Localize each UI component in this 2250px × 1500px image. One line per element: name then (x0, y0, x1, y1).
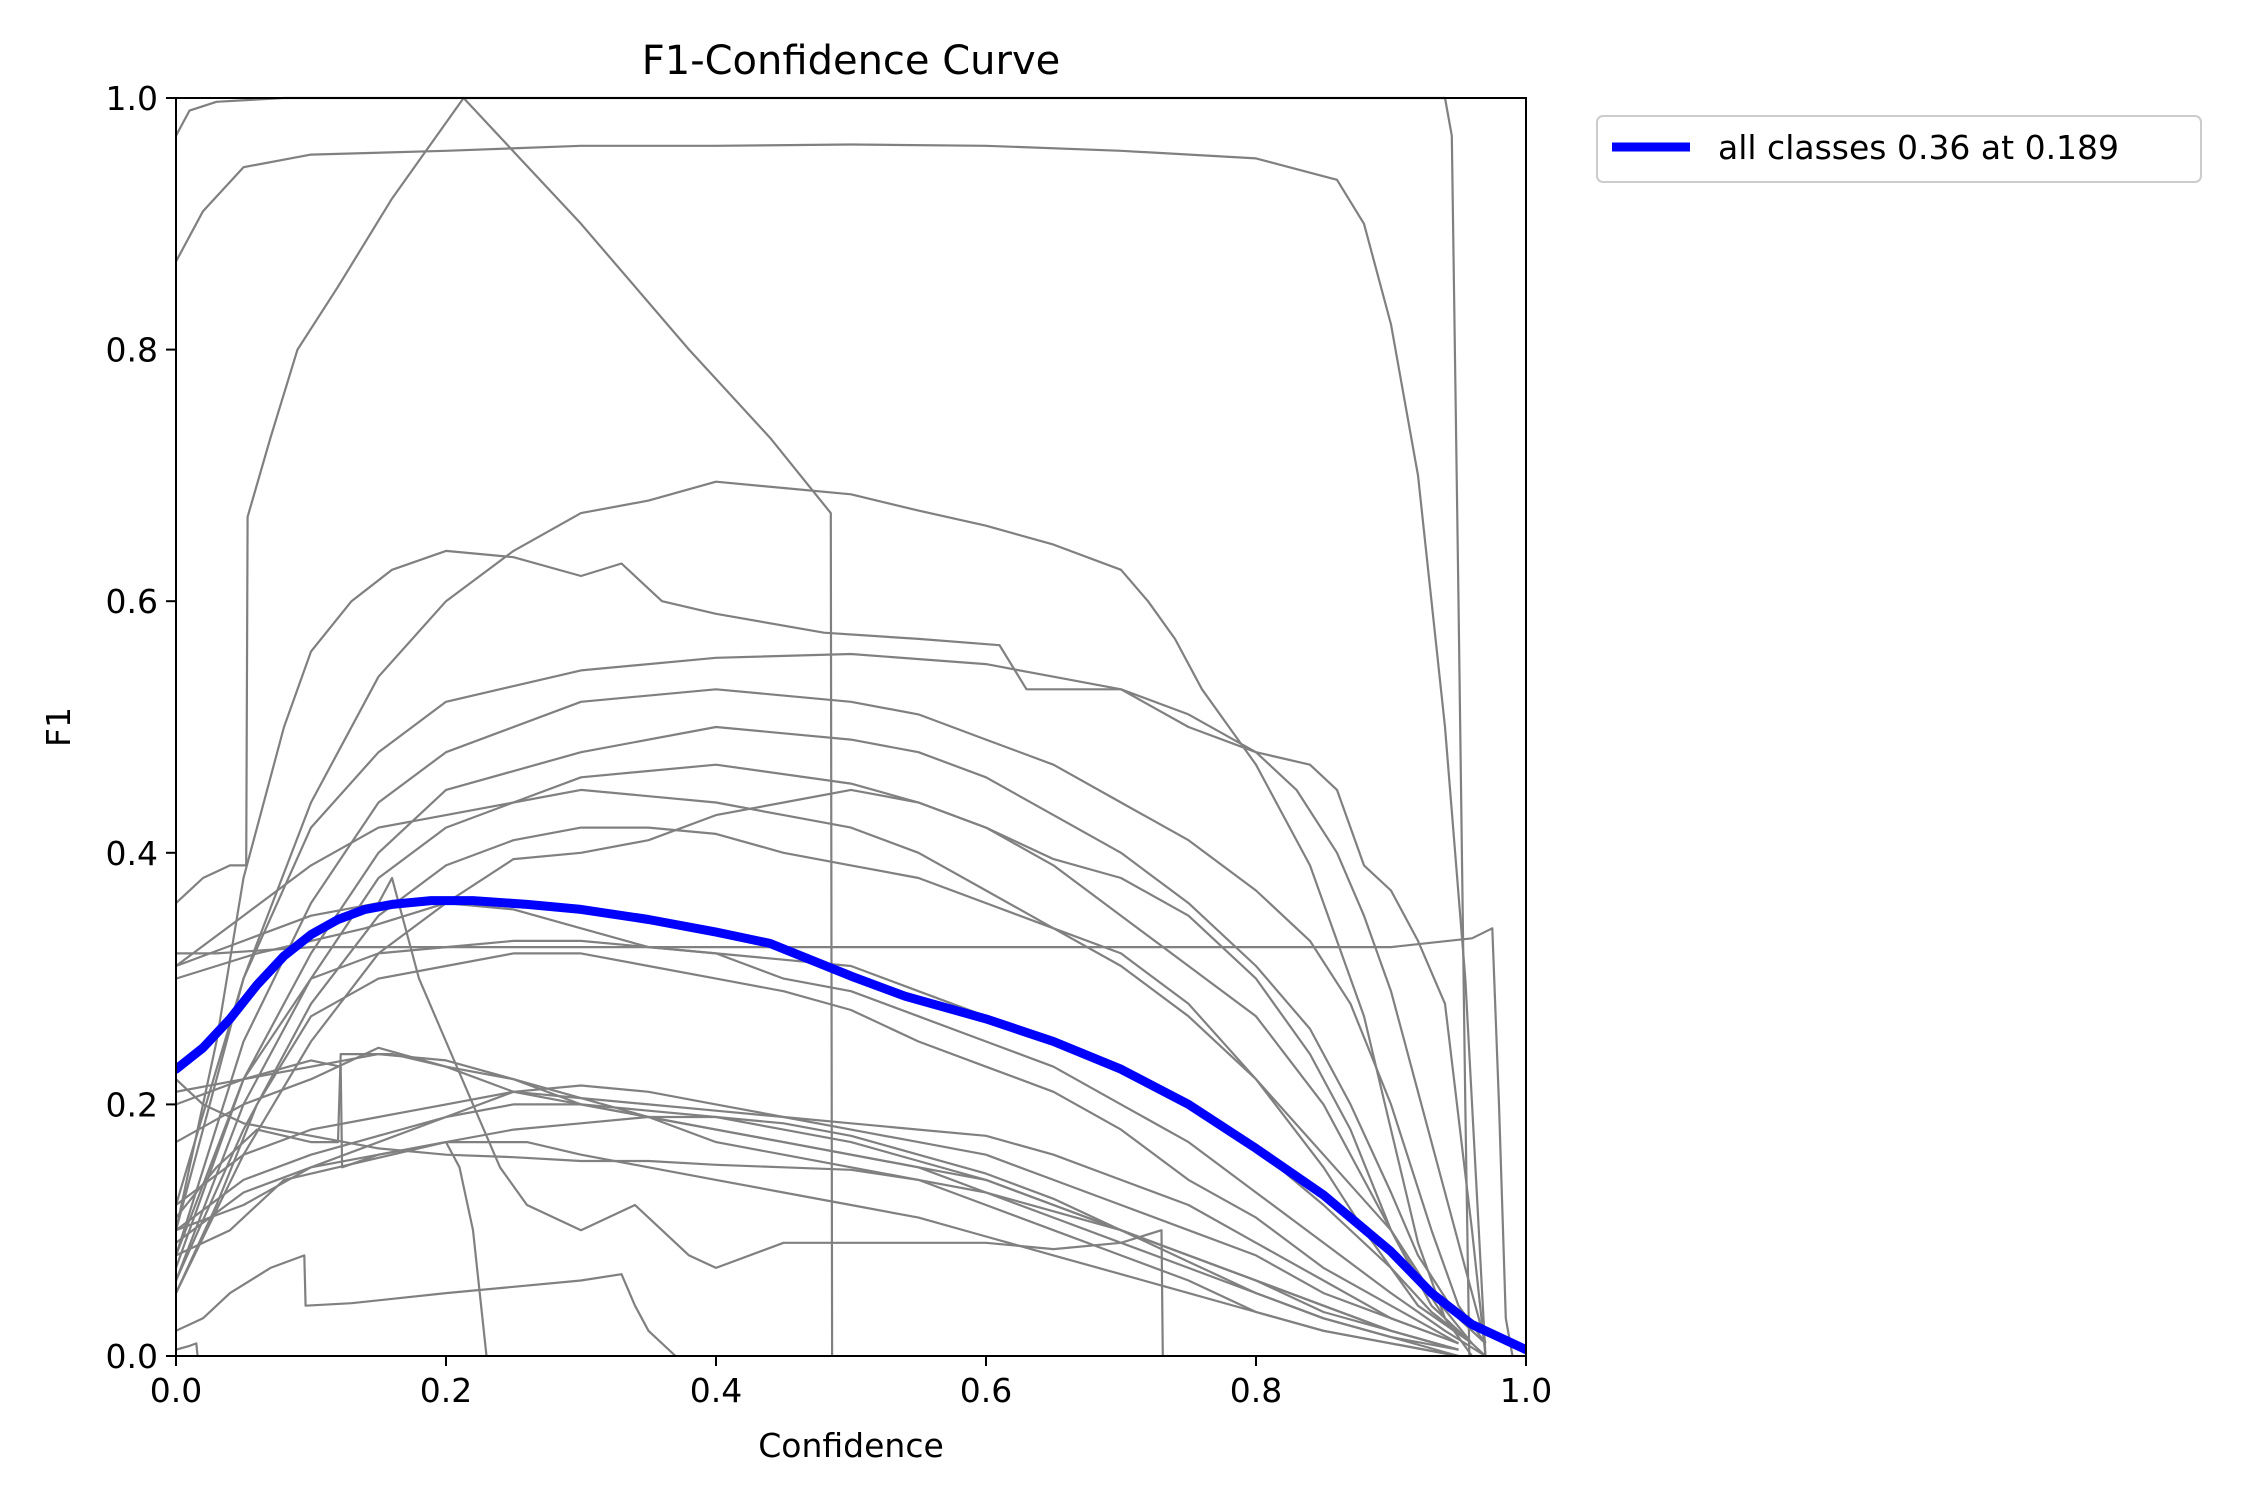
x-axis-label: Confidence (758, 1426, 944, 1465)
class-curve-3 (176, 96, 834, 1357)
y-axis-label: F1 (39, 707, 78, 747)
class-curve-27 (176, 1084, 1459, 1345)
class-curve-4 (176, 927, 1514, 1357)
y-tick-label: 0.2 (106, 1085, 158, 1124)
y-tick-label: 0.0 (106, 1337, 158, 1376)
legend: all classes 0.36 at 0.189 (1596, 115, 2202, 183)
y-tick-label: 0.6 (106, 582, 158, 621)
series-layer (176, 96, 1526, 1358)
y-tick-label: 1.0 (106, 79, 158, 118)
x-tick-label: 0.6 (960, 1371, 1012, 1410)
class-curve-6 (176, 480, 1473, 1357)
x-axis-ticks: 0.0 0.2 0.4 0.6 0.8 1.0 (150, 1356, 1552, 1410)
class-curve-22 (176, 1254, 677, 1357)
class-curve-8 (176, 688, 1487, 1345)
class-curve-23 (176, 1342, 199, 1357)
y-tick-label: 0.8 (106, 331, 158, 370)
class-curve-24 (176, 876, 1164, 1357)
x-tick-label: 1.0 (1500, 1371, 1552, 1410)
class-curve-13 (176, 939, 1487, 1357)
class-curve-29 (176, 788, 1473, 1345)
class-curve-25 (176, 1059, 488, 1357)
x-tick-label: 0.4 (690, 1371, 742, 1410)
chart-title: F1-Confidence Curve (642, 38, 1061, 84)
class-curve-14 (176, 952, 1460, 1345)
all-classes-curve (176, 896, 1526, 1355)
class-curve-7 (176, 652, 1487, 1344)
legend-box (1596, 115, 2202, 183)
legend-label: all classes 0.36 at 0.189 (1718, 128, 2119, 167)
y-axis-ticks: 0.0 0.2 0.4 0.6 0.8 1.0 (106, 79, 176, 1376)
class-curve-9 (176, 725, 1487, 1345)
x-tick-label: 0.8 (1230, 1371, 1282, 1410)
class-curve-18 (176, 1103, 1459, 1351)
plot-frame (175, 97, 1527, 1357)
class-curve-26 (176, 1046, 1459, 1358)
class-curve-21 (176, 1053, 1459, 1358)
x-tick-label: 0.2 (420, 1371, 472, 1410)
class-curve-11 (176, 826, 1473, 1345)
class-curve-17 (176, 1090, 1459, 1345)
class-curve-2 (176, 143, 1487, 1357)
class-curve-5 (176, 549, 1487, 1357)
y-tick-label: 0.4 (106, 834, 158, 873)
class-curve-12 (176, 788, 1473, 1345)
x-tick-label: 0.0 (150, 1371, 202, 1410)
